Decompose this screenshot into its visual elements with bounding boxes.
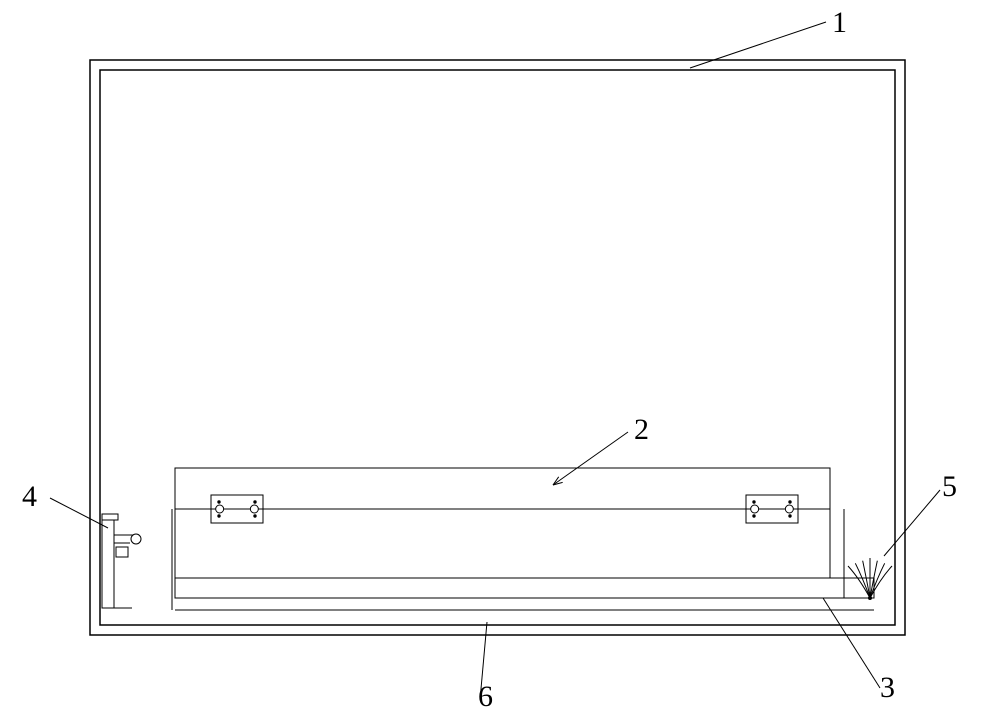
hinge [211, 495, 263, 523]
callout-label-2: 2 [634, 413, 649, 447]
callout-label-4: 4 [22, 480, 37, 514]
outer-frame [90, 60, 905, 635]
hinge [746, 495, 798, 523]
callout-label-1: 1 [832, 6, 847, 40]
spray-icon [848, 558, 892, 600]
left-mechanism [102, 509, 172, 610]
inner-frame [100, 70, 895, 625]
technical-drawing [0, 0, 1000, 721]
callout-label-6: 6 [478, 680, 493, 714]
callout-label-3: 3 [880, 671, 895, 705]
tray-band [175, 578, 874, 598]
flap-upper [175, 468, 830, 509]
callout-label-5: 5 [942, 470, 957, 504]
